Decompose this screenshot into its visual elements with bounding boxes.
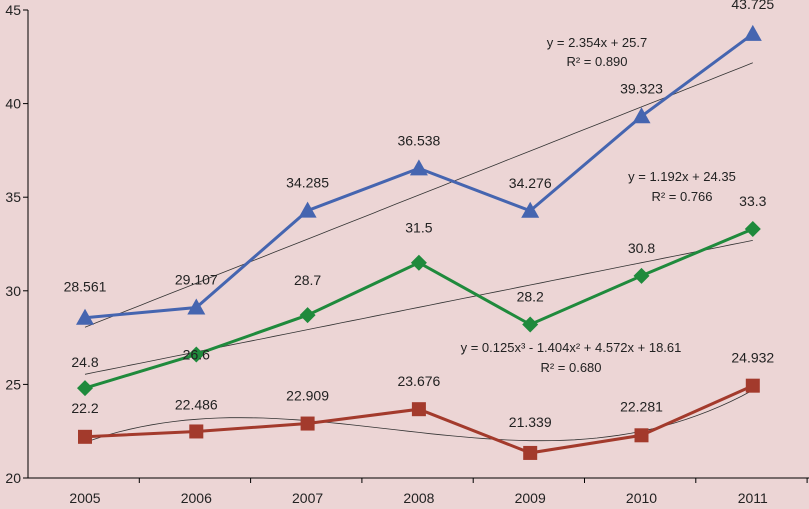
data-point (743, 24, 762, 41)
data-label: 24.932 (731, 350, 774, 366)
data-label: 39.323 (620, 80, 663, 96)
data-point (410, 254, 427, 271)
data-label: 28.561 (64, 279, 107, 295)
data-labels: 28.561 29.107 34.285 36.538 34.276 39.323 43.7… (64, 0, 775, 430)
y-tick-label: 45 (5, 2, 21, 18)
data-point (189, 424, 204, 439)
y-tick-label: 40 (5, 96, 21, 112)
trend-r2-1: R² = 0.890 (566, 54, 627, 69)
y-tick-label: 20 (5, 470, 21, 486)
data-point (633, 267, 650, 284)
trend-equation-1: y = 2.354x + 25.7 (547, 35, 647, 50)
y-tick-label: 30 (5, 283, 21, 299)
x-tick-label: 2007 (292, 490, 323, 506)
series-lines (76, 24, 762, 460)
data-label: 24.8 (71, 354, 98, 370)
data-point (188, 346, 205, 363)
y-tick-label: 35 (5, 189, 21, 205)
data-point (634, 428, 649, 443)
data-label: 22.2 (71, 400, 98, 416)
data-point (298, 201, 317, 218)
data-label: 26.6 (183, 346, 210, 362)
trend-r2-2: R² = 0.766 (651, 189, 712, 204)
x-tick-label: 2011 (738, 490, 768, 506)
data-label: 33.3 (739, 193, 766, 209)
data-label: 21.339 (509, 414, 552, 430)
data-label: 22.281 (620, 398, 663, 414)
x-tick-label: 2008 (403, 490, 434, 506)
data-point (76, 308, 94, 325)
data-label: 34.276 (509, 175, 552, 191)
data-point (411, 402, 426, 417)
x-tick-label: 2005 (69, 490, 100, 506)
x-tick-label: 2010 (626, 490, 657, 506)
data-point (300, 416, 315, 431)
chart-axes: 20 25 30 35 40 45 2005 2006 2007 2008 2009 2010 2011 (5, 2, 809, 506)
data-point (522, 316, 539, 333)
trend-equation-3: y = 0.125x³ - 1.404x² + 4.572x + 18.61 (461, 340, 682, 355)
trendline-1 (84, 62, 753, 328)
data-point (77, 380, 93, 397)
data-label: 31.5 (405, 220, 432, 236)
data-label: 28.2 (517, 288, 544, 304)
x-tick-label: 2009 (515, 490, 546, 506)
data-label: 22.486 (175, 396, 218, 412)
data-label: 29.107 (175, 272, 218, 288)
data-label: 23.676 (397, 373, 440, 389)
data-point (744, 221, 761, 238)
data-point (409, 159, 428, 176)
data-label: 43.725 (731, 0, 774, 12)
data-label: 30.8 (628, 240, 655, 256)
data-point (745, 378, 760, 393)
data-point (521, 201, 540, 218)
trend-annotations: y = 2.354x + 25.7 R² = 0.890 y = 1.192x … (461, 35, 736, 375)
data-label: 34.285 (286, 175, 329, 191)
trend-equation-2: y = 1.192x + 24.35 (628, 169, 736, 184)
data-label: 28.7 (294, 272, 321, 288)
x-tick-label: 2006 (181, 490, 212, 506)
y-tick-label: 25 (5, 376, 21, 392)
data-label: 22.909 (286, 388, 329, 404)
trend-r2-3: R² = 0.680 (540, 360, 601, 375)
data-point (632, 107, 651, 124)
data-point (299, 307, 316, 324)
data-point (78, 429, 92, 444)
data-point (187, 298, 206, 315)
data-label: 36.538 (397, 132, 440, 148)
data-point (523, 445, 538, 460)
